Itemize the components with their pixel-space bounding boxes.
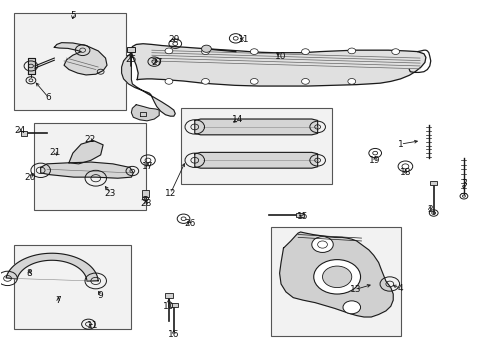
Text: 22: 22: [84, 135, 95, 144]
Polygon shape: [69, 140, 103, 164]
Text: 18: 18: [399, 168, 410, 177]
Bar: [14, 13, 126, 110]
Polygon shape: [194, 152, 317, 168]
Bar: [169, 303, 177, 307]
Polygon shape: [122, 53, 175, 116]
Text: 5: 5: [70, 10, 76, 19]
Text: 15: 15: [297, 212, 308, 221]
Text: 1: 1: [397, 140, 403, 149]
Polygon shape: [6, 253, 98, 281]
Text: 26: 26: [184, 219, 195, 228]
Circle shape: [164, 78, 172, 84]
Text: 10: 10: [163, 302, 174, 311]
Text: 24: 24: [15, 126, 26, 135]
Text: 9: 9: [98, 291, 103, 300]
Circle shape: [250, 49, 258, 54]
Text: 11: 11: [237, 35, 249, 44]
Bar: [34, 123, 146, 211]
Text: 29: 29: [168, 35, 179, 44]
Circle shape: [250, 78, 258, 84]
Text: 11: 11: [86, 321, 98, 330]
Bar: [14, 244, 131, 329]
Bar: [429, 181, 436, 185]
Circle shape: [313, 260, 360, 294]
Text: 27: 27: [151, 58, 162, 67]
Text: 21: 21: [49, 148, 61, 157]
Text: 3: 3: [460, 179, 466, 188]
Circle shape: [311, 237, 332, 252]
Bar: [181, 108, 331, 184]
Text: 8: 8: [26, 269, 32, 278]
Text: 16: 16: [168, 330, 179, 339]
Text: 23: 23: [104, 189, 116, 198]
Text: 20: 20: [24, 173, 36, 182]
Circle shape: [201, 49, 209, 54]
Polygon shape: [41, 162, 133, 178]
Text: 25: 25: [125, 55, 137, 64]
Circle shape: [201, 45, 211, 52]
Circle shape: [301, 49, 309, 54]
Polygon shape: [131, 105, 159, 121]
Circle shape: [322, 266, 351, 288]
Circle shape: [201, 78, 209, 84]
Circle shape: [164, 48, 172, 54]
Polygon shape: [279, 232, 392, 317]
Text: 10: 10: [275, 52, 286, 61]
Polygon shape: [194, 119, 317, 135]
Text: 2: 2: [426, 205, 432, 214]
Text: 6: 6: [45, 93, 51, 102]
Circle shape: [347, 78, 355, 84]
Bar: [164, 293, 172, 298]
Circle shape: [342, 301, 360, 314]
Text: 28: 28: [140, 199, 151, 208]
Polygon shape: [54, 42, 107, 75]
Text: 4: 4: [397, 284, 403, 293]
Text: 19: 19: [368, 156, 380, 165]
Text: 13: 13: [349, 285, 361, 294]
Bar: [127, 47, 135, 51]
Circle shape: [347, 48, 355, 54]
Polygon shape: [27, 58, 35, 74]
Bar: [142, 190, 149, 197]
Bar: [271, 226, 400, 336]
Circle shape: [391, 49, 399, 54]
Text: 17: 17: [142, 162, 153, 171]
Text: 12: 12: [164, 189, 176, 198]
Bar: [295, 213, 303, 217]
Polygon shape: [131, 44, 425, 86]
Text: 7: 7: [55, 296, 61, 305]
Text: 14: 14: [231, 115, 243, 124]
Bar: [21, 131, 27, 135]
Circle shape: [301, 78, 309, 84]
